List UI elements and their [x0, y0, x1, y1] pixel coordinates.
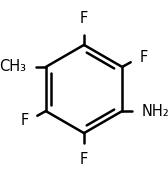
Text: F: F	[20, 113, 29, 128]
Text: F: F	[80, 152, 88, 167]
Text: F: F	[139, 50, 148, 65]
Text: F: F	[80, 11, 88, 26]
Text: CH₃: CH₃	[0, 59, 26, 74]
Text: NH₂: NH₂	[142, 104, 168, 119]
